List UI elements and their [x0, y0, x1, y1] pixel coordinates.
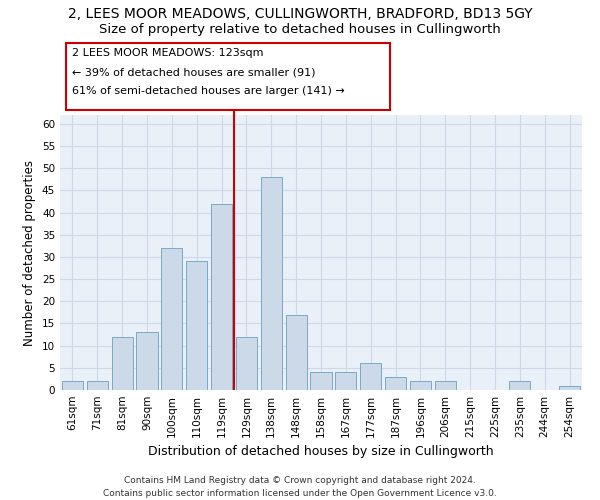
Text: Size of property relative to detached houses in Cullingworth: Size of property relative to detached ho…: [99, 22, 501, 36]
Text: 61% of semi-detached houses are larger (141) →: 61% of semi-detached houses are larger (…: [72, 86, 345, 97]
Bar: [559, 386, 580, 390]
Bar: [360, 364, 381, 390]
Text: 2, LEES MOOR MEADOWS, CULLINGWORTH, BRADFORD, BD13 5GY: 2, LEES MOOR MEADOWS, CULLINGWORTH, BRAD…: [68, 8, 532, 22]
Bar: [261, 177, 282, 390]
Y-axis label: Number of detached properties: Number of detached properties: [23, 160, 37, 346]
Bar: [410, 381, 431, 390]
Bar: [509, 381, 530, 390]
Bar: [186, 262, 207, 390]
Bar: [335, 372, 356, 390]
Text: Contains HM Land Registry data © Crown copyright and database right 2024.
Contai: Contains HM Land Registry data © Crown c…: [103, 476, 497, 498]
X-axis label: Distribution of detached houses by size in Cullingworth: Distribution of detached houses by size …: [148, 446, 494, 458]
Bar: [112, 337, 133, 390]
Bar: [161, 248, 182, 390]
Bar: [136, 332, 158, 390]
Bar: [310, 372, 332, 390]
Text: ← 39% of detached houses are smaller (91): ← 39% of detached houses are smaller (91…: [72, 68, 316, 78]
Bar: [435, 381, 456, 390]
Bar: [385, 376, 406, 390]
Bar: [236, 337, 257, 390]
Bar: [286, 314, 307, 390]
Bar: [211, 204, 232, 390]
Text: 2 LEES MOOR MEADOWS: 123sqm: 2 LEES MOOR MEADOWS: 123sqm: [72, 48, 263, 58]
Bar: [87, 381, 108, 390]
Bar: [62, 381, 83, 390]
